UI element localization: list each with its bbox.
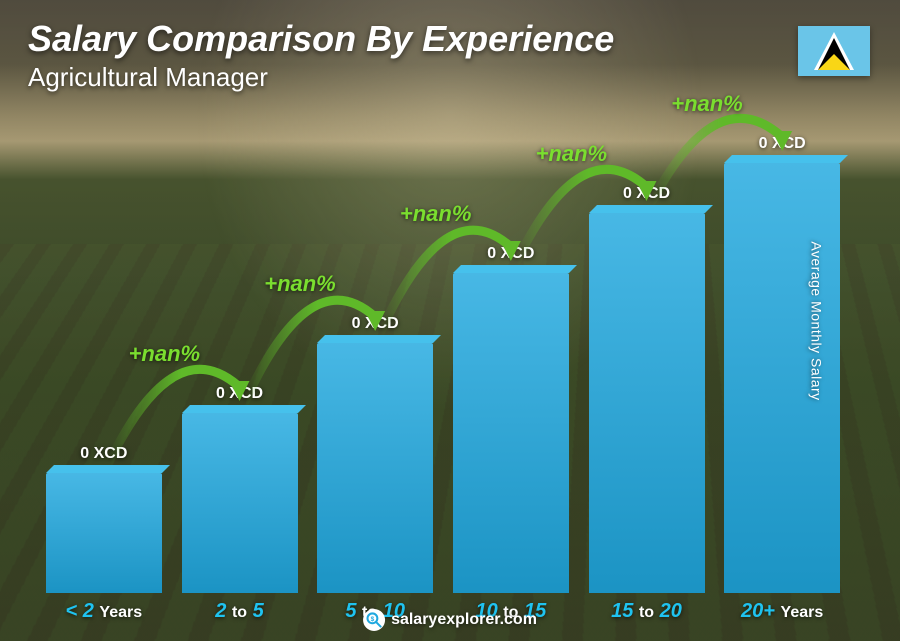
y-axis-label: Average Monthly Salary bbox=[808, 241, 824, 400]
bar-top bbox=[182, 405, 306, 413]
bar-value-label: 0 XCD bbox=[623, 185, 670, 203]
growth-arrow-label: +nan% bbox=[536, 141, 608, 167]
bar-front bbox=[589, 213, 705, 593]
bar-value-label: 0 XCD bbox=[80, 445, 127, 463]
bar-slot: 0 XCD5 to 10 bbox=[317, 343, 433, 593]
bar-top bbox=[46, 465, 170, 473]
category-suffix: Years bbox=[781, 604, 824, 621]
bar-value-label: 0 XCD bbox=[759, 135, 806, 153]
footer-site-text: salaryexplorer.com bbox=[391, 611, 537, 629]
category-label: < 2 Years bbox=[66, 600, 143, 623]
category-end: 20 bbox=[660, 600, 682, 622]
chart-title: Salary Comparison By Experience bbox=[28, 18, 872, 60]
bar: 0 XCD bbox=[317, 343, 433, 593]
bar: 0 XCD bbox=[453, 273, 569, 593]
bar: 0 XCD bbox=[46, 473, 162, 593]
category-suffix: Years bbox=[99, 604, 142, 621]
category-mid: to bbox=[232, 604, 247, 621]
category-label: 2 to 5 bbox=[215, 600, 263, 623]
category-main: 15 bbox=[611, 600, 633, 622]
category-label: 15 to 20 bbox=[611, 600, 682, 623]
growth-arrow-label: +nan% bbox=[129, 341, 201, 367]
bar-slot: 0 XCD2 to 5 bbox=[182, 413, 298, 593]
svg-text:$: $ bbox=[371, 616, 375, 623]
category-mid: to bbox=[639, 604, 654, 621]
category-main: < 2 bbox=[66, 600, 94, 622]
growth-arrow-label: +nan% bbox=[264, 271, 336, 297]
category-main: 20+ bbox=[741, 600, 775, 622]
bars-area: 0 XCD< 2 Years0 XCD2 to 50 XCD5 to 100 X… bbox=[36, 73, 850, 593]
magnifier-icon: $ bbox=[363, 609, 385, 631]
bar-top bbox=[589, 205, 713, 213]
bar-top bbox=[453, 265, 577, 273]
category-main: 5 bbox=[345, 600, 356, 622]
bar-value-label: 0 XCD bbox=[352, 315, 399, 333]
bar-top bbox=[317, 335, 441, 343]
bar-slot: 0 XCD10 to 15 bbox=[453, 273, 569, 593]
growth-arrow-label: +nan% bbox=[671, 91, 743, 117]
category-end: 5 bbox=[253, 600, 264, 622]
category-label: 20+ Years bbox=[741, 600, 823, 623]
chart-subtitle: Agricultural Manager bbox=[28, 62, 872, 93]
bar: 0 XCD bbox=[589, 213, 705, 593]
bar-value-label: 0 XCD bbox=[216, 385, 263, 403]
header: Salary Comparison By Experience Agricult… bbox=[28, 18, 872, 93]
footer-logo: $ salaryexplorer.com bbox=[363, 609, 537, 631]
bar-front bbox=[453, 273, 569, 593]
category-main: 2 bbox=[215, 600, 226, 622]
bar-front bbox=[317, 343, 433, 593]
bar-slot: 0 XCD< 2 Years bbox=[46, 473, 162, 593]
bar-front bbox=[46, 473, 162, 593]
growth-arrow-label: +nan% bbox=[400, 201, 472, 227]
flag-icon bbox=[798, 26, 870, 76]
bar-slot: 0 XCD15 to 20 bbox=[589, 213, 705, 593]
bar-top bbox=[724, 155, 848, 163]
bar-value-label: 0 XCD bbox=[487, 245, 534, 263]
chart-container: Salary Comparison By Experience Agricult… bbox=[0, 0, 900, 641]
bar-front bbox=[182, 413, 298, 593]
bar: 0 XCD bbox=[182, 413, 298, 593]
